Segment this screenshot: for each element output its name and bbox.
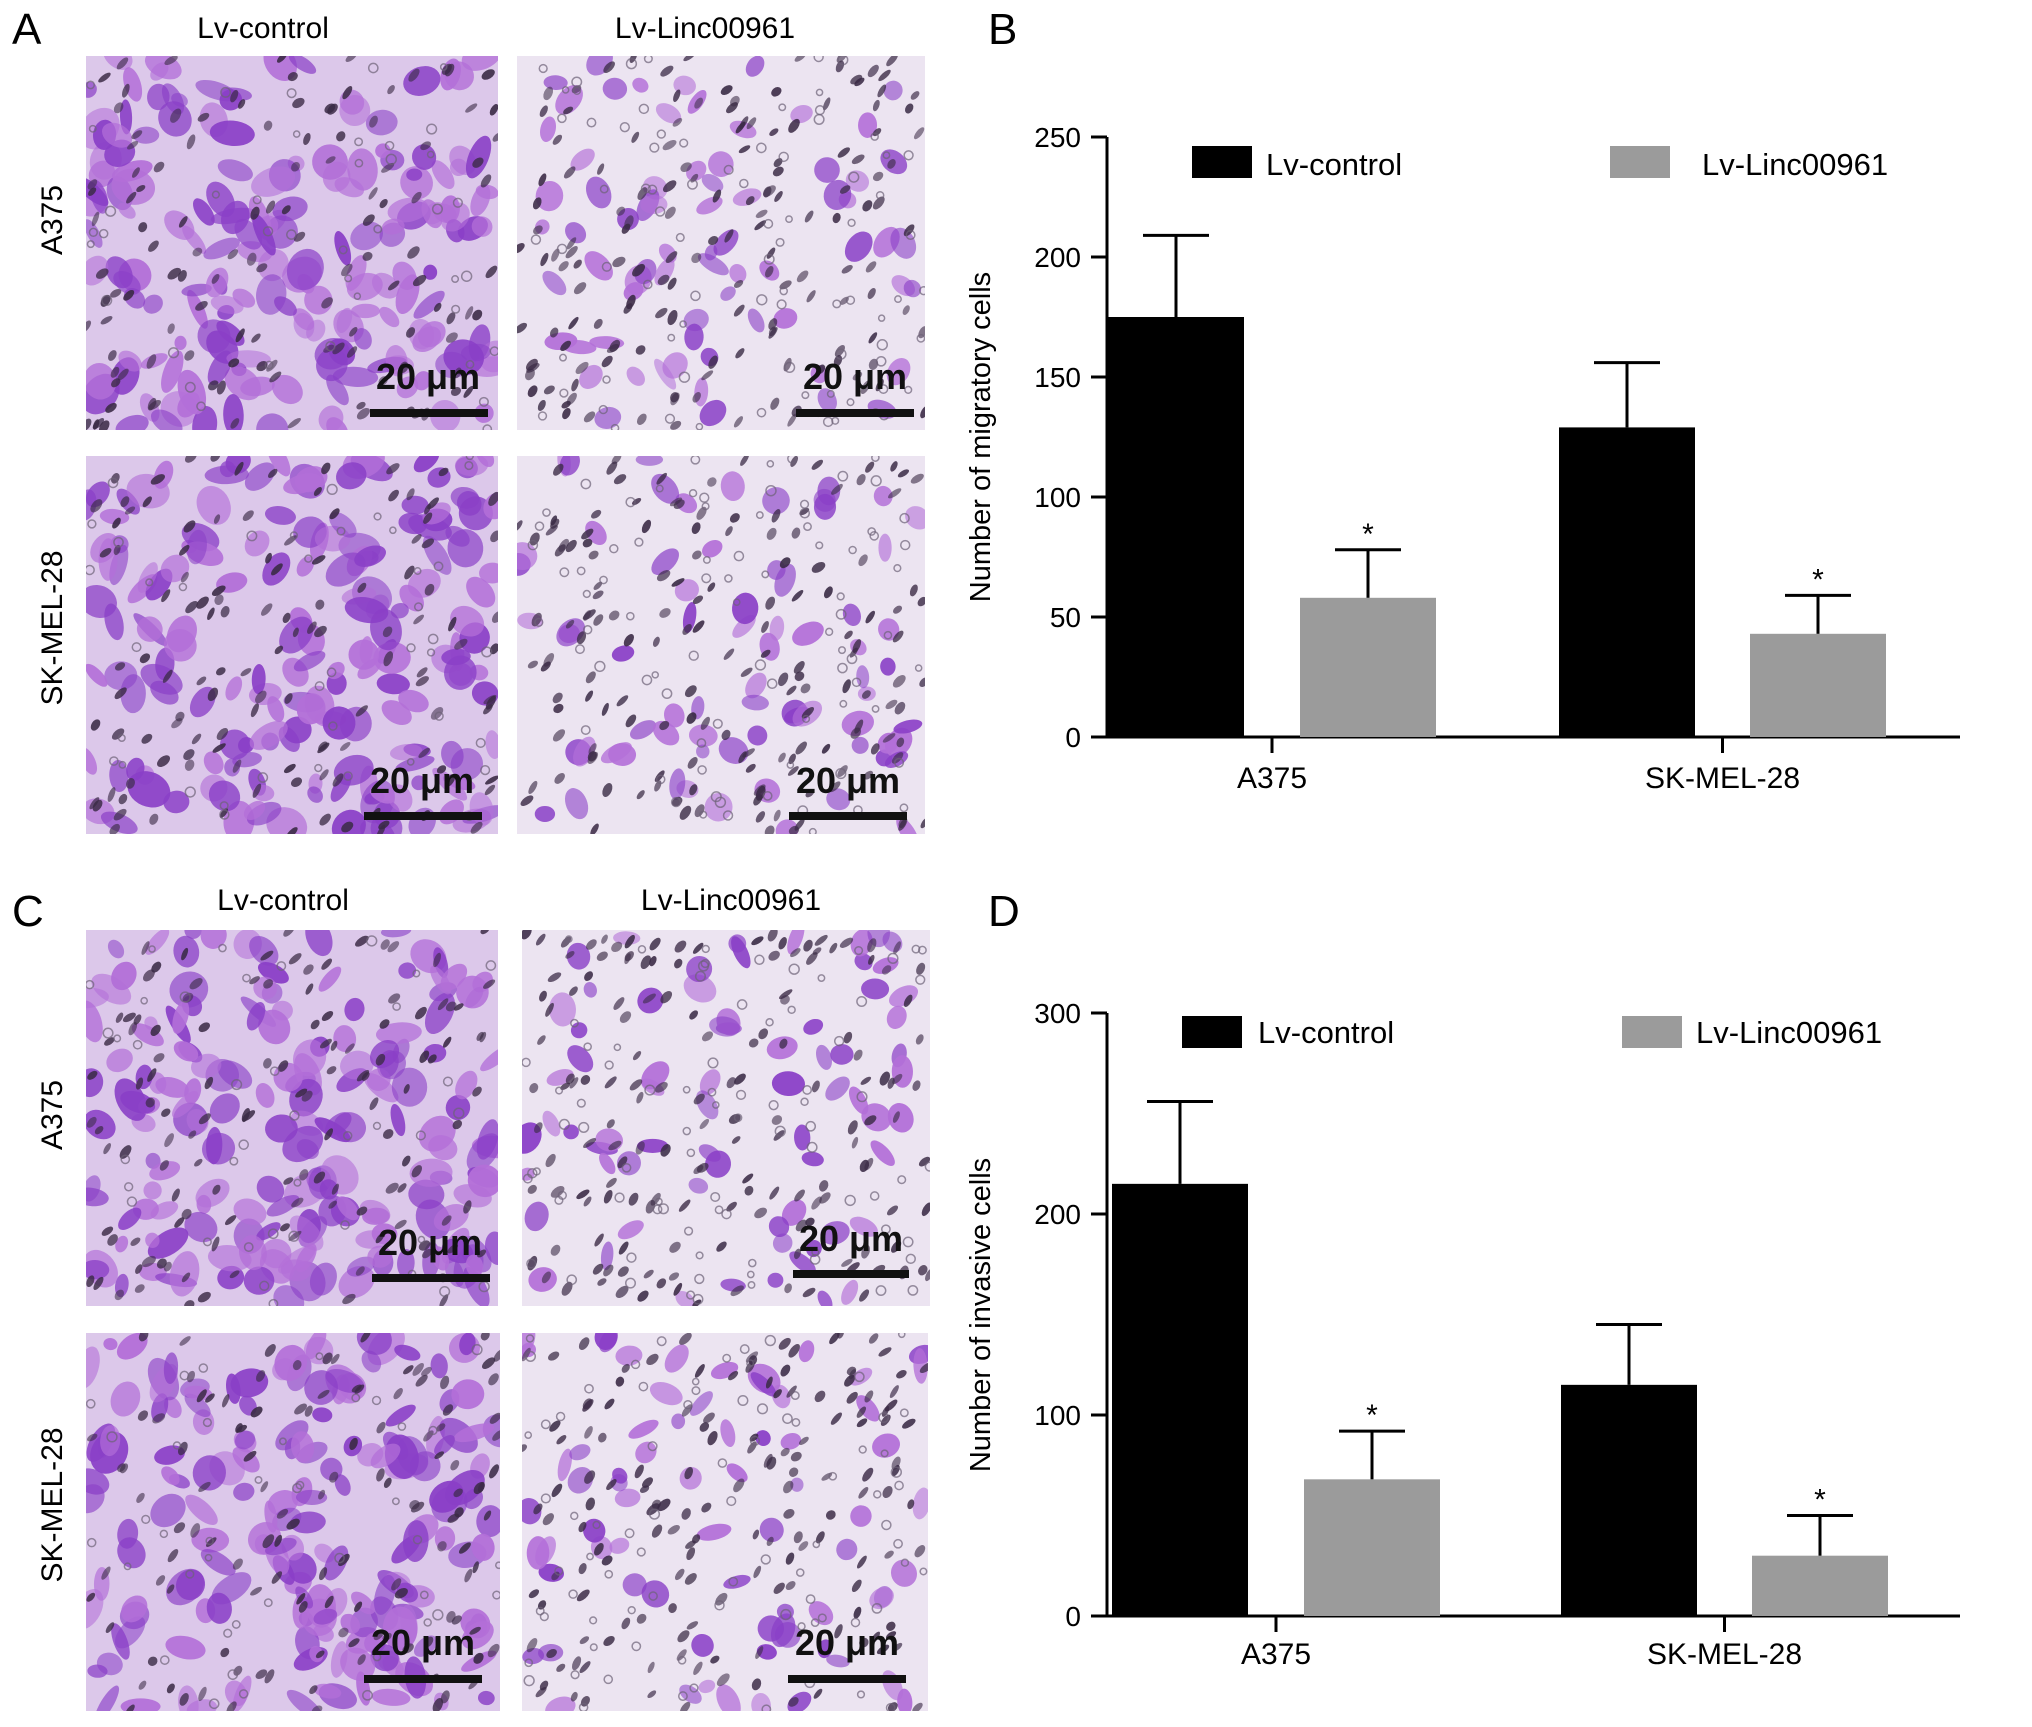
scale-bar-c-4: 20 μm	[788, 1622, 906, 1683]
column-header-lv-linc00961: Lv-Linc00961	[615, 12, 795, 45]
column-header-lv-control: Lv-control	[197, 12, 329, 45]
bar-lv-control	[1112, 1183, 1248, 1616]
cell-stain-layer	[86, 56, 498, 430]
scale-bar-line	[796, 409, 914, 417]
scale-bar-line	[370, 409, 488, 417]
panel-letter-b: B	[988, 5, 1017, 54]
bar-lv-control	[1561, 1384, 1697, 1616]
scale-bar-label: 20 μm	[378, 1222, 482, 1263]
bar-lv-control	[1108, 317, 1244, 737]
legend-swatch-lv-control	[1182, 1016, 1242, 1048]
cell-stain-layer	[517, 56, 925, 430]
chart-migratory: 0 50 100 150 200 250 Number of migratory cells…	[965, 122, 1960, 795]
legend-label: Lv-Linc00961	[1696, 1015, 1882, 1050]
legend-swatch-lv-linc00961	[1610, 146, 1670, 178]
micrograph-c-a375-linc	[522, 930, 930, 1306]
scale-bar-line	[788, 1675, 906, 1683]
panel-d: D 0 100 200 300 Number of invasive cells * A37…	[965, 887, 1960, 1671]
micrograph-a-skmel-linc	[517, 456, 925, 834]
row-header-sk-mel-28: SK-MEL-28	[36, 1427, 69, 1582]
x-tick-label: A375	[1237, 762, 1307, 795]
cell-stain-layer	[517, 456, 925, 834]
scale-bar-line	[789, 812, 907, 820]
scale-bar-a-3: 20 μm	[364, 760, 482, 820]
panel-b: B 0 50 100 150 200 250 Number of migratory cel…	[965, 5, 1960, 795]
column-header-lv-control: Lv-control	[217, 884, 349, 917]
scale-bar-label: 20 μm	[803, 356, 907, 397]
bar-lv-linc00961	[1300, 597, 1436, 737]
micrograph-a-skmel-control	[86, 456, 498, 834]
bar-lv-linc00961	[1752, 1555, 1888, 1616]
micrograph-a-a375-linc	[517, 56, 925, 430]
micrograph-c-skmel-linc	[522, 1333, 928, 1711]
x-tick-label: A375	[1241, 1638, 1311, 1671]
micrograph-c-a375-control	[86, 930, 498, 1306]
panel-letter-d: D	[988, 887, 1020, 936]
y-tick-label: 250	[1034, 122, 1081, 153]
y-tick-label: 300	[1034, 998, 1081, 1029]
y-tick-label: 150	[1034, 362, 1081, 393]
legend-swatch-lv-control	[1192, 146, 1252, 178]
y-axis-title: Number of invasive cells	[965, 1158, 997, 1472]
scale-bar-a-2: 20 μm	[796, 356, 914, 417]
y-tick-label: 200	[1034, 1199, 1081, 1230]
y-axis-title: Number of migratory cells	[965, 272, 997, 602]
scale-bar-line	[372, 1274, 490, 1282]
scale-bar-c-1: 20 μm	[372, 1222, 490, 1282]
y-tick-label: 0	[1065, 1601, 1081, 1632]
column-header-lv-linc00961: Lv-Linc00961	[641, 884, 821, 917]
bar-lv-linc00961	[1750, 633, 1886, 737]
legend-label: Lv-control	[1258, 1015, 1394, 1050]
row-header-a375: A375	[36, 1080, 69, 1150]
scale-bar-c-3: 20 μm	[364, 1622, 482, 1683]
panel-a: A Lv-control Lv-Linc00961 A375 SK-MEL-28…	[12, 5, 925, 834]
y-tick-label: 50	[1050, 602, 1081, 633]
row-header-sk-mel-28: SK-MEL-28	[36, 550, 69, 705]
y-tick-label: 0	[1065, 722, 1081, 753]
bar-lv-linc00961	[1304, 1479, 1440, 1616]
cell-stain-layer	[86, 456, 498, 834]
scale-bar-c-2: 20 μm	[793, 1218, 909, 1278]
x-tick-label: SK-MEL-28	[1645, 762, 1800, 795]
cell-stain-layer	[86, 1333, 500, 1711]
y-tick-label: 100	[1034, 482, 1081, 513]
scale-bar-label: 20 μm	[796, 760, 900, 801]
scale-bar-label: 20 μm	[370, 760, 474, 801]
micrograph-c-skmel-control	[86, 1333, 500, 1711]
chart-invasive: 0 100 200 300 Number of invasive cells * A375 *…	[965, 998, 1960, 1671]
legend-label: Lv-Linc00961	[1702, 147, 1888, 182]
scale-bar-a-4: 20 μm	[789, 760, 907, 820]
legend-swatch-lv-linc00961	[1622, 1016, 1682, 1048]
significance-marker: *	[1812, 563, 1824, 596]
panel-letter-a: A	[12, 5, 42, 54]
scale-bar-label: 20 μm	[376, 356, 480, 397]
y-tick-label: 200	[1034, 242, 1081, 273]
scale-bar-line	[793, 1270, 909, 1278]
legend-label: Lv-control	[1266, 147, 1402, 182]
significance-marker: *	[1362, 518, 1374, 551]
scale-bar-label: 20 μm	[371, 1622, 475, 1663]
cell-stain-layer	[522, 1333, 928, 1711]
x-tick-label: SK-MEL-28	[1647, 1638, 1802, 1671]
scale-bar-a-1: 20 μm	[370, 356, 488, 417]
y-tick-label: 100	[1034, 1400, 1081, 1431]
bar-lv-control	[1559, 427, 1695, 737]
cell-stain-layer	[86, 930, 498, 1306]
scale-bar-label: 20 μm	[795, 1622, 899, 1663]
scale-bar-label: 20 μm	[799, 1218, 903, 1259]
panel-c: C Lv-control Lv-Linc00961 A375 SK-MEL-28…	[12, 884, 930, 1711]
cell-stain-layer	[522, 930, 930, 1306]
scale-bar-line	[364, 812, 482, 820]
scale-bar-line	[364, 1675, 482, 1683]
significance-marker: *	[1814, 1484, 1826, 1517]
row-header-a375: A375	[36, 185, 69, 255]
significance-marker: *	[1366, 1399, 1378, 1432]
panel-letter-c: C	[12, 887, 44, 936]
micrograph-a-a375-control	[86, 56, 498, 430]
